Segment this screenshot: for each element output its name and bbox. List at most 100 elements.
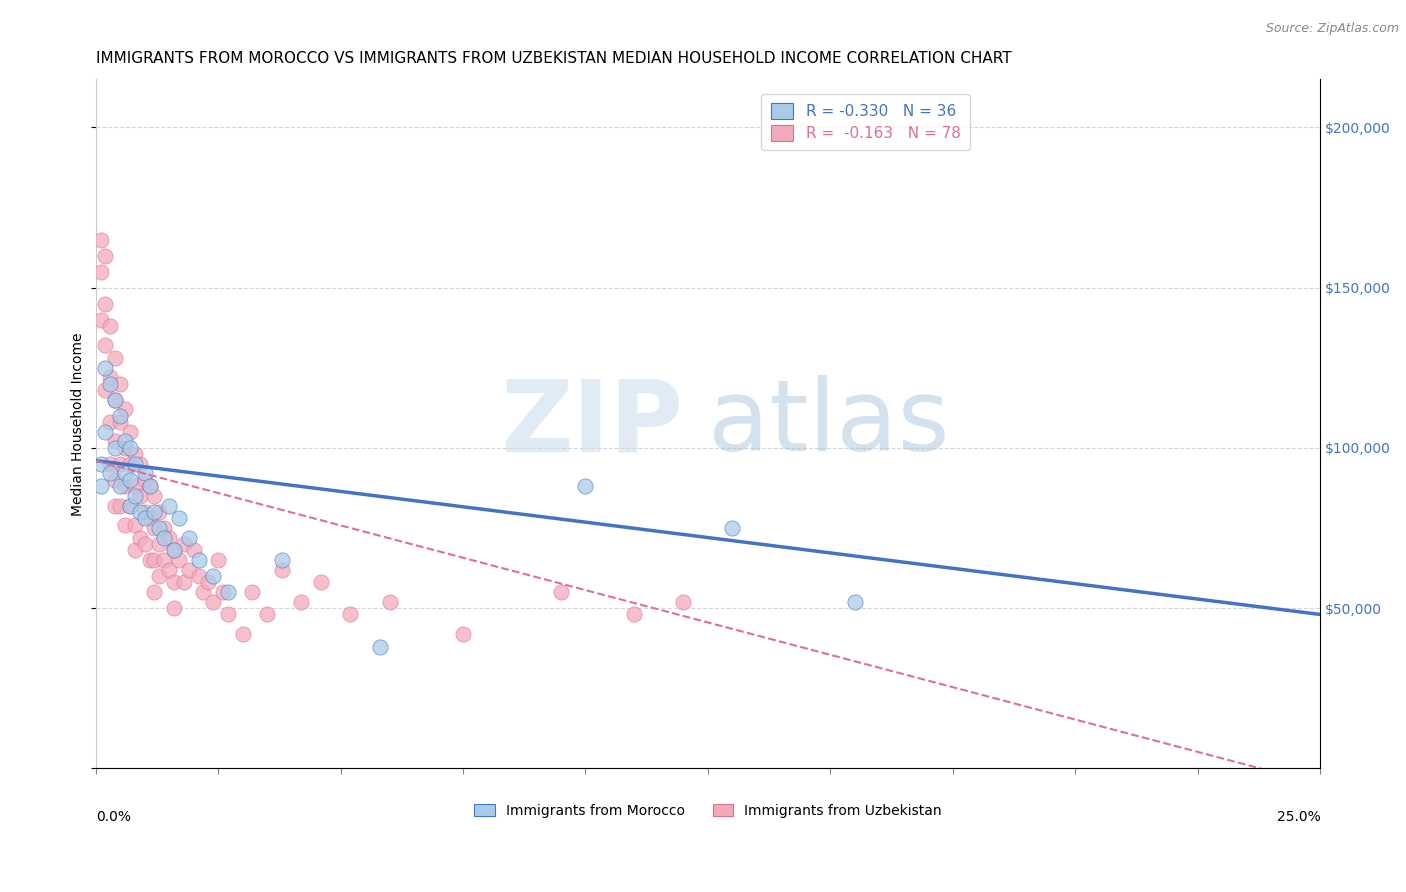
Point — [114, 434, 136, 449]
Point — [270, 553, 292, 567]
Point — [124, 479, 146, 493]
Point — [114, 441, 136, 455]
Point — [202, 569, 225, 583]
Point — [90, 457, 112, 471]
Point — [124, 543, 146, 558]
Legend: R = -0.330   N = 36, R =  -0.163   N = 78: R = -0.330 N = 36, R = -0.163 N = 78 — [762, 94, 970, 150]
Point — [104, 392, 127, 407]
Point — [114, 402, 136, 417]
Point — [108, 479, 131, 493]
Point — [94, 296, 117, 310]
Point — [134, 537, 156, 551]
Point — [138, 479, 160, 493]
Point — [108, 499, 131, 513]
Point — [212, 585, 235, 599]
Point — [153, 531, 176, 545]
Point — [124, 489, 146, 503]
Point — [143, 553, 166, 567]
Point — [242, 585, 264, 599]
Point — [138, 553, 160, 567]
Point — [623, 607, 645, 622]
Point — [290, 594, 312, 608]
Point — [148, 537, 170, 551]
Point — [128, 489, 150, 503]
Text: atlas: atlas — [709, 376, 949, 472]
Point — [143, 585, 166, 599]
Point — [128, 505, 150, 519]
Point — [270, 563, 292, 577]
Point — [104, 351, 127, 365]
Point — [574, 479, 596, 493]
Point — [187, 553, 209, 567]
Point — [98, 376, 121, 391]
Point — [148, 505, 170, 519]
Point — [368, 640, 391, 654]
Point — [90, 233, 112, 247]
Point — [153, 553, 176, 567]
Point — [98, 319, 121, 334]
Point — [378, 594, 401, 608]
Point — [128, 457, 150, 471]
Point — [108, 415, 131, 429]
Point — [114, 467, 136, 481]
Point — [844, 594, 866, 608]
Point — [94, 425, 117, 439]
Point — [148, 521, 170, 535]
Point — [118, 457, 141, 471]
Point — [98, 370, 121, 384]
Point — [138, 511, 160, 525]
Point — [108, 457, 131, 471]
Text: 25.0%: 25.0% — [1277, 810, 1320, 823]
Point — [177, 563, 200, 577]
Point — [339, 607, 361, 622]
Point — [118, 441, 141, 455]
Point — [124, 447, 146, 461]
Point — [108, 376, 131, 391]
Point — [672, 594, 695, 608]
Point — [163, 601, 186, 615]
Point — [153, 521, 176, 535]
Point — [202, 594, 225, 608]
Point — [104, 473, 127, 487]
Point — [177, 531, 200, 545]
Point — [118, 499, 141, 513]
Point — [148, 569, 170, 583]
Point — [104, 392, 127, 407]
Point — [163, 543, 186, 558]
Point — [94, 383, 117, 397]
Point — [173, 575, 195, 590]
Point — [134, 511, 156, 525]
Point — [128, 531, 150, 545]
Point — [193, 585, 215, 599]
Point — [143, 521, 166, 535]
Point — [118, 473, 141, 487]
Point — [163, 543, 186, 558]
Point — [157, 531, 180, 545]
Point — [104, 499, 127, 513]
Point — [167, 553, 190, 567]
Point — [118, 499, 141, 513]
Point — [104, 434, 127, 449]
Point — [94, 338, 117, 352]
Text: IMMIGRANTS FROM MOROCCO VS IMMIGRANTS FROM UZBEKISTAN MEDIAN HOUSEHOLD INCOME CO: IMMIGRANTS FROM MOROCCO VS IMMIGRANTS FR… — [96, 51, 1011, 66]
Point — [157, 499, 180, 513]
Y-axis label: Median Household Income: Median Household Income — [72, 332, 86, 516]
Point — [134, 473, 156, 487]
Point — [90, 312, 112, 326]
Point — [124, 457, 146, 471]
Point — [124, 517, 146, 532]
Text: Source: ZipAtlas.com: Source: ZipAtlas.com — [1265, 22, 1399, 36]
Point — [98, 457, 121, 471]
Point — [108, 409, 131, 423]
Point — [167, 511, 190, 525]
Point — [134, 467, 156, 481]
Point — [232, 626, 254, 640]
Point — [187, 569, 209, 583]
Text: 0.0%: 0.0% — [96, 810, 131, 823]
Point — [197, 575, 219, 590]
Point — [217, 585, 239, 599]
Point — [114, 479, 136, 493]
Point — [550, 585, 572, 599]
Point — [143, 505, 166, 519]
Point — [256, 607, 278, 622]
